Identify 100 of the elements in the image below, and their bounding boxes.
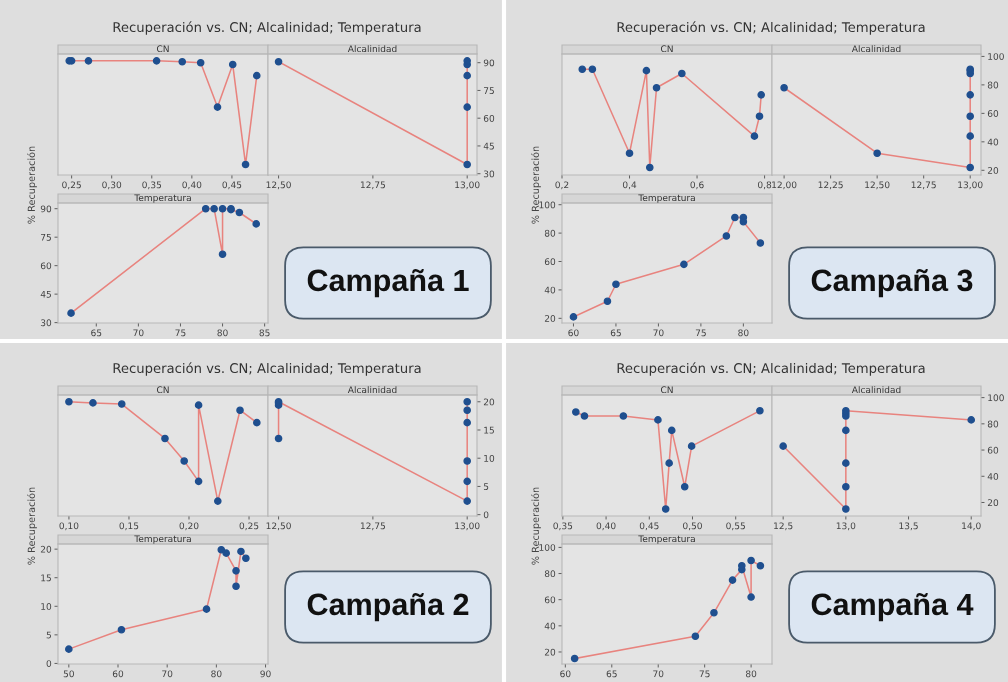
chart-title: Recuperación vs. CN; Alcalinidad; Temperatura: [617, 21, 925, 35]
y-tick-label: 60: [40, 262, 52, 270]
y-tick-label: 90: [483, 59, 495, 67]
y-tick-label: 75: [41, 234, 51, 241]
y-tick-label: 40: [987, 473, 999, 480]
y-tick-label: 10: [41, 603, 52, 610]
x-tick-label: 0,8: [757, 181, 772, 190]
y-tick-label: 60: [544, 258, 556, 266]
y-tick-label: 60: [987, 110, 999, 117]
y-tick-label: 20: [987, 167, 999, 174]
x-tick-label: 80: [211, 670, 222, 678]
y-tick-label: 100: [539, 544, 556, 551]
chart-subtitle: CN: [156, 45, 169, 53]
x-tick-label: 0,15: [119, 522, 139, 531]
y-axis-title: % Recuperación: [27, 487, 37, 565]
y-tick-label: 60: [987, 446, 999, 454]
x-tick-label: 0,10: [59, 522, 79, 531]
x-tick-label: 0,30: [102, 181, 122, 190]
x-tick-label: 0,25: [239, 522, 259, 531]
x-tick-label: 0,45: [222, 181, 242, 190]
y-axis-title: % Recuperación: [531, 487, 541, 565]
x-tick-label: 75: [175, 329, 186, 337]
x-tick-label: 12,50: [266, 181, 291, 190]
y-tick-label: 60: [483, 114, 495, 122]
x-tick-label: 12,5: [774, 522, 793, 531]
y-tick-label: 30: [483, 170, 495, 178]
x-tick-label: 12,75: [911, 181, 936, 190]
x-tick-label: 80: [745, 670, 757, 678]
y-tick-label: 20: [544, 315, 556, 322]
y-tick-label: 40: [544, 622, 556, 630]
x-tick-label: 70: [162, 670, 173, 678]
x-tick-label: 0,35: [553, 522, 573, 531]
y-tick-label: 20: [40, 545, 52, 553]
y-tick-label: 80: [544, 229, 556, 237]
y-tick-label: 15: [41, 574, 51, 582]
y-tick-label: 15: [484, 426, 494, 434]
text: Campaña 2: [307, 592, 469, 622]
y-tick-label: 100: [988, 53, 1004, 60]
x-tick-label: 0,25: [62, 181, 81, 190]
x-tick-label: 50: [63, 670, 74, 678]
y-tick-label: 75: [483, 87, 494, 95]
x-tick-label: 13,0: [836, 522, 856, 531]
y-axis-title: % Recuperación: [531, 146, 541, 224]
x-tick-label: 80: [217, 329, 228, 337]
x-tick-label: 13,00: [455, 522, 480, 531]
x-tick-label: 0,40: [182, 181, 202, 190]
x-tick-label: 12,75: [360, 181, 386, 190]
y-tick-label: 10: [484, 454, 495, 462]
y-tick-label: 30: [40, 319, 52, 327]
x-tick-label: 13,00: [958, 181, 983, 190]
text: Campaña 1: [307, 268, 469, 298]
x-tick-label: 13,5: [899, 522, 918, 531]
y-tick-label: 20: [483, 398, 495, 406]
y-tick-label: 5: [483, 483, 489, 490]
chart-subtitle: Temperatura: [134, 194, 191, 203]
y-tick-label: 80: [987, 81, 999, 89]
x-tick-label: 65: [610, 329, 621, 337]
y-axis-title: % Recuperación: [27, 146, 37, 224]
y-tick-label: 100: [539, 201, 556, 209]
x-tick-label: 85: [259, 329, 270, 337]
chart-subtitle: CN: [660, 45, 673, 53]
y-tick-label: 5: [46, 631, 51, 639]
x-tick-label: 75: [695, 329, 706, 337]
chart-subtitle: Temperatura: [638, 194, 695, 203]
x-tick-label: 0,45: [639, 522, 659, 531]
chart-subtitle: CN: [156, 386, 169, 394]
chart-subtitle: Alcalinidad: [347, 45, 397, 53]
y-tick-label: 0: [483, 511, 489, 519]
x-tick-label: 0,40: [596, 522, 616, 531]
y-tick-label: 20: [544, 648, 556, 656]
chart-title: Recuperación vs. CN; Alcalinidad; Temperatura: [617, 362, 925, 376]
x-tick-label: 70: [133, 329, 144, 337]
y-tick-label: 80: [544, 570, 556, 578]
x-tick-label: 60: [560, 670, 571, 678]
y-tick-label: 80: [987, 420, 999, 428]
chart-title: Recuperación vs. CN; Alcalinidad; Temperatura: [113, 362, 421, 376]
x-tick-label: 12,25: [818, 181, 843, 190]
x-tick-label: 12,50: [266, 522, 291, 531]
y-tick-label: 90: [40, 205, 52, 213]
x-tick-label: 0,20: [179, 522, 199, 531]
x-tick-label: 0,2: [555, 181, 569, 190]
chart-title: Recuperación vs. CN; Alcalinidad; Temperatura: [113, 21, 421, 35]
chart-subtitle: CN: [660, 386, 673, 394]
y-tick-label: 45: [40, 290, 51, 298]
chart-subtitle: Temperatura: [638, 535, 695, 544]
x-tick-label: 0,35: [142, 181, 162, 190]
x-tick-label: 60: [568, 329, 579, 337]
x-tick-label: 12,75: [360, 522, 386, 531]
x-tick-label: 13,00: [455, 181, 480, 190]
x-tick-label: 70: [653, 670, 664, 678]
x-tick-label: 12,00: [772, 181, 797, 190]
text: Campaña 3: [811, 268, 973, 298]
x-tick-label: 12,50: [865, 181, 890, 190]
x-tick-label: 65: [91, 329, 102, 337]
y-tick-label: 45: [483, 142, 494, 150]
x-tick-label: 60: [112, 670, 124, 678]
x-tick-label: 65: [606, 670, 617, 678]
chart-subtitle: Alcalinidad: [851, 45, 901, 53]
y-tick-label: 40: [987, 138, 999, 146]
x-tick-label: 70: [653, 329, 664, 337]
